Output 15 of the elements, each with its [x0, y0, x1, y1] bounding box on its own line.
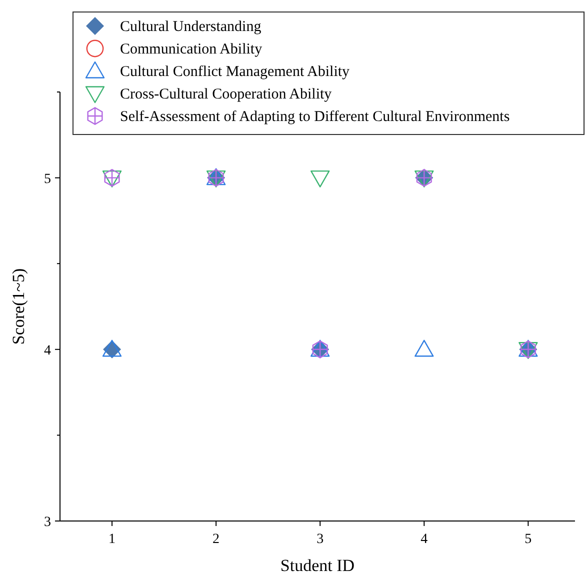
legend-label: Communication Ability	[120, 42, 263, 58]
y-tick-label: 4	[44, 343, 51, 358]
x-tick-label: 1	[108, 532, 116, 547]
legend-label: Cultural Understanding	[120, 19, 262, 35]
legend-label: Self-Assessment of Adapting to Different Cultural Environments	[120, 109, 510, 125]
x-tick-label: 4	[420, 532, 428, 547]
x-tick-label: 3	[316, 532, 324, 547]
y-tick-label: 5	[44, 172, 51, 187]
x-axis-title: Student ID	[280, 556, 355, 575]
legend-label: Cultural Conflict Management Ability	[120, 64, 350, 80]
x-tick-label: 2	[212, 532, 220, 547]
x-tick-label: 5	[524, 532, 532, 547]
y-tick-label: 3	[44, 515, 51, 530]
y-axis-title: Score(1~5)	[9, 268, 28, 345]
legend-label: Cross-Cultural Cooperation Ability	[120, 86, 332, 102]
